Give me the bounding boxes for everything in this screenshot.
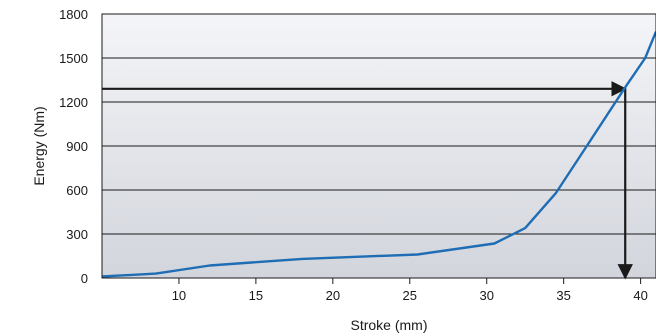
x-tick-label: 40	[633, 288, 647, 303]
gridlines	[102, 57, 656, 235]
series-line-1	[101, 31, 656, 278]
y-tick-label: 300	[66, 227, 88, 242]
y-tick-label: 1200	[59, 95, 88, 110]
x-tick-label: 15	[249, 288, 263, 303]
x-axis-ticks: 10 15 20 25 30 35 40	[172, 278, 648, 303]
x-tick-label: 20	[326, 288, 340, 303]
y-tick-label: 0	[81, 271, 88, 286]
series-layer	[101, 31, 656, 278]
y-tick-label: 900	[66, 139, 88, 154]
y-tick-label: 600	[66, 183, 88, 198]
x-tick-label: 30	[479, 288, 493, 303]
plot-frame	[101, 13, 656, 279]
x-tick-label: 10	[172, 288, 186, 303]
x-tick-label: 25	[403, 288, 417, 303]
y-tick-label: 1500	[59, 51, 88, 66]
y-tick-label: 1800	[59, 7, 88, 22]
y-axis-ticks: 0 300 600 900 1200 1500 1800	[59, 7, 88, 286]
y-axis-title: Energy (Nm)	[31, 106, 47, 185]
x-axis-title: Stroke (mm)	[351, 317, 428, 333]
annotations	[102, 81, 633, 280]
x-tick-label: 35	[556, 288, 570, 303]
